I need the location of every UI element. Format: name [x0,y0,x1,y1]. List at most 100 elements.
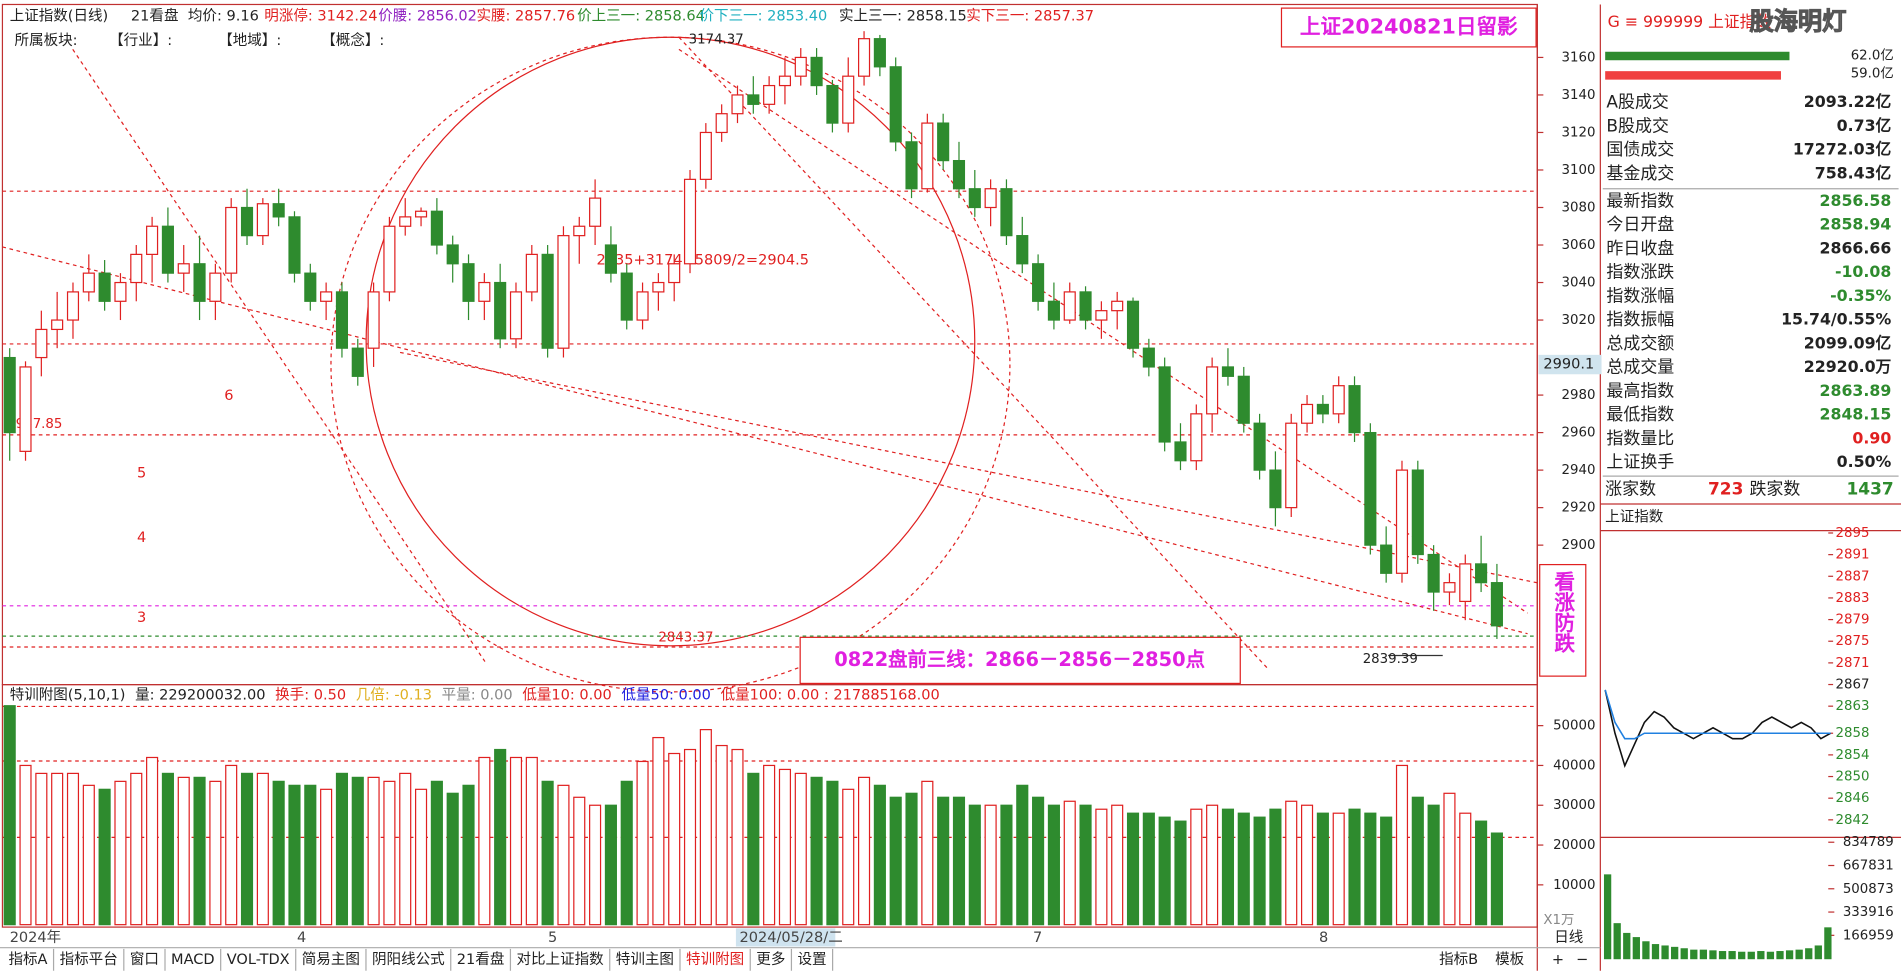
volume-bar [225,764,238,926]
tab[interactable]: 更多 [756,951,785,968]
row-label: 今日开盘 [1606,215,1674,235]
y-tick-label: 2867 [1836,678,1870,693]
volume-bar [557,784,570,926]
candle-body [937,122,950,162]
candle-body [573,225,586,237]
wave-number: 4 [137,530,146,546]
row-label: 总成交额 [1606,334,1674,354]
volume-bar [1738,951,1746,960]
tab-button[interactable]: − [1576,952,1588,968]
candle-body [351,347,364,377]
volume-bar [1718,951,1727,960]
volume-bar [905,792,918,926]
tab[interactable]: 窗口 [130,950,159,968]
candle-body [320,291,333,302]
tab[interactable]: 指标A [8,951,47,968]
row-value: 0.50% [1837,452,1892,471]
y-tick-label: 40000 [1553,758,1595,773]
candle-body [1427,553,1440,593]
panel-head [1602,5,1901,40]
volume-bar [1111,804,1124,926]
tab[interactable]: 设置 [797,951,826,968]
candle-body [1475,563,1488,584]
candle-body [620,272,633,321]
volume-bar [1079,804,1092,926]
date-label: 5 [548,930,557,946]
candle-body [1395,469,1409,574]
tab[interactable]: 简易主图 [302,951,360,968]
row-label: 指数振幅 [1606,310,1674,330]
tab[interactable]: 指标平台 [60,951,118,968]
candle-body [478,281,491,302]
header-item: 实腰: 2857.76 [476,8,575,25]
volume-bar [842,788,855,926]
volume-bar [3,705,16,926]
volume-bar [1411,796,1424,926]
row-label: 总成交量 [1606,358,1674,378]
row-label: 国债成交 [1606,140,1674,160]
candle-body [1047,300,1060,321]
candle-body [256,203,269,237]
volume-bar [1680,948,1688,960]
candle-body [114,281,127,302]
breadth-value: 723 [1708,479,1743,499]
candle-body [335,291,349,349]
row-value: 2863.89 [1820,381,1892,400]
tab[interactable]: MACD [171,952,215,968]
y-tick-label: 3020 [1562,313,1596,328]
tab-button[interactable]: + [1552,952,1564,968]
candle-body [1443,582,1456,593]
circle-low-label: 2843.37 [658,630,713,645]
indicator-item: 换手: 0.50 [275,687,346,704]
tab[interactable]: 指标B [1439,951,1478,968]
indicator-item: 平量: 0.00 [442,688,513,704]
indicator-item: 低量50: 0.00 [621,687,710,704]
tab[interactable]: 21看盘 [457,950,505,968]
breadth-label: 涨家数 [1605,479,1656,499]
candle-body [225,206,238,274]
candle-body [1459,563,1472,603]
candle-body [525,253,538,293]
tab[interactable]: 特训附图 [686,951,744,968]
volume-bar [937,796,950,926]
low-label: 2839.39 [1363,652,1418,667]
candle-body [668,263,681,284]
volume-bar [763,764,776,926]
candle-body [1142,347,1155,368]
title-box-text: 上证20240821日留影 [1300,15,1518,39]
tab[interactable]: 对比上证指数 [516,951,604,968]
candle-body [193,263,206,302]
volume-bar [193,776,206,926]
y-tick-label: 2895 [1836,526,1870,541]
candle-body [763,84,776,105]
bar-label: 62.0亿 [1851,47,1894,63]
volume-bar [1253,816,1266,926]
row-value: 0.73亿 [1837,116,1892,135]
tab[interactable]: VOL-TDX [227,952,290,968]
volume-bar [1095,808,1108,926]
candle-body [1111,300,1124,312]
volume-bar [826,780,839,926]
tab[interactable]: 阴阳线公式 [372,951,445,968]
indicator-item: 低量100: 0.00 : 217885168.00 [721,687,940,704]
volume-bar [747,772,760,926]
wave-number: 3 [137,610,146,626]
y-tick-label: 2842 [1836,813,1870,828]
volume-bar [1285,800,1298,926]
volume-bar [1063,800,1076,926]
row-label: B股成交 [1606,116,1669,136]
candle-body [873,38,886,68]
indicator-item: 量: 229200032.00 [135,688,265,704]
volume-bar [1490,832,1503,926]
y-tick-label: 10000 [1553,878,1595,893]
volume-bar [1661,945,1669,960]
tab[interactable]: 模板 [1495,950,1525,968]
volume-bar [399,772,412,926]
y-tick-label: 3080 [1562,200,1596,215]
volume-bar [82,784,95,926]
volume-bar [1237,812,1250,926]
tab[interactable]: 特训主图 [616,951,674,968]
volume-bar [130,772,143,926]
period-label[interactable]: 日线 [1554,929,1583,946]
